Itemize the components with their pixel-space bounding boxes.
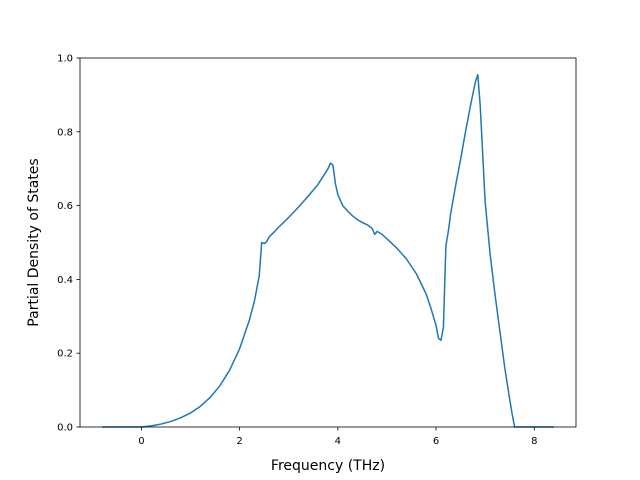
x-tick-label: 2	[236, 436, 242, 447]
y-axis-ticks: 0.0 0.2 0.4 0.6 0.8 1.0	[57, 54, 80, 434]
y-tick-label: 0.0	[57, 423, 73, 434]
y-tick-label: 0.8	[57, 127, 73, 138]
y-tick-label: 1.0	[57, 54, 73, 65]
x-tick-label: 0	[138, 436, 144, 447]
x-tick-label: 8	[531, 436, 537, 447]
plot-frame	[79, 57, 577, 428]
x-tick-label: 4	[335, 436, 341, 447]
y-tick-label: 0.2	[57, 349, 73, 360]
x-axis-label: Frequency (THz)	[271, 458, 385, 474]
x-axis-ticks: 0 2 4 6 8	[138, 427, 537, 447]
series-layer	[102, 73, 554, 428]
y-tick-label: 0.6	[57, 201, 73, 212]
x-tick-label: 6	[433, 436, 439, 447]
y-tick-label: 0.4	[57, 275, 73, 286]
y-axis-label: Partial Density of States	[26, 158, 42, 326]
series-line-0	[102, 73, 554, 428]
